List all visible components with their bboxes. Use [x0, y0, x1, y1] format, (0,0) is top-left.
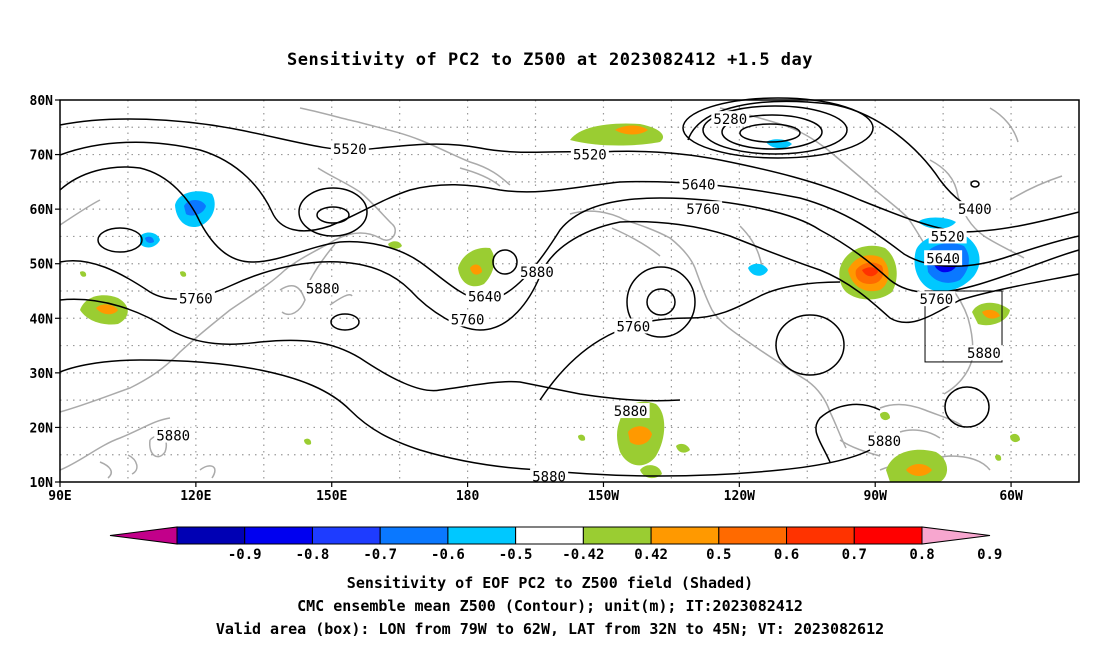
contour-label: 5760	[179, 292, 213, 308]
lon-tick-label: 60W	[999, 489, 1023, 504]
colorbar-box	[379, 526, 449, 545]
lat-tick-label: 30N	[30, 367, 54, 382]
contour-label-bg	[865, 433, 904, 449]
contour-label: 5880	[614, 404, 648, 420]
contour-label-bg	[330, 141, 369, 157]
coastlines	[59, 107, 1063, 479]
colorbar-box	[650, 526, 720, 545]
lat-tick-label: 20N	[30, 421, 54, 436]
grid-lines	[60, 100, 1079, 482]
colorbar-label: 0.9	[977, 547, 1002, 563]
lon-tick-label: 180	[456, 489, 480, 504]
contour-label-bg	[964, 345, 1003, 361]
contour-label: 5880	[867, 434, 901, 450]
contour-label-bg	[570, 146, 609, 162]
colorbar-box	[447, 526, 517, 545]
contour-label-bg	[154, 427, 193, 443]
colorbar-label: -0.8	[296, 547, 330, 563]
contour-label-bg	[530, 468, 569, 484]
footer-line-contour: CMC ensemble mean Z500 (Contour); unit(m…	[297, 597, 803, 615]
lat-tick-label: 80N	[30, 94, 54, 109]
contour-label: 5760	[451, 312, 485, 328]
valid-area-box	[924, 290, 1003, 363]
colorbar-label: 0.42	[634, 547, 668, 563]
contour-label: 5520	[931, 229, 965, 245]
colorbar-box	[582, 526, 652, 545]
lat-tick-label: 70N	[30, 149, 54, 164]
colorbar-label: -0.42	[562, 547, 604, 563]
colorbar-min-triangle	[109, 526, 178, 545]
contour-label-bg	[928, 228, 967, 244]
contour-label: 5760	[919, 292, 953, 308]
lat-tick-label: 50N	[30, 258, 54, 273]
lon-tick-label: 90W	[863, 489, 887, 504]
colorbar-box	[853, 526, 923, 545]
colorbar: -0.9 -0.8 -0.7 -0.6 -0.5 -0.42 0.42 0.5 0.6 0.7 0.…	[109, 526, 1002, 563]
colorbar-label: -0.5	[499, 547, 533, 563]
plot-frame	[59, 99, 1080, 483]
contour-label-bg	[465, 288, 504, 304]
contour-label: 5640	[926, 251, 960, 267]
contour-label: 5400	[958, 202, 992, 218]
footer-line-valid-area: Valid area (box): LON from 79W to 62W, L…	[215, 620, 885, 638]
contour-label: 5760	[616, 319, 650, 335]
latitude-tick-labels: 80N 70N 60N 50N 40N 30N 20N 10N	[30, 94, 60, 491]
contour-label: 5880	[156, 429, 190, 445]
lat-tick-label: 10N	[30, 476, 54, 491]
colorbar-max-triangle	[921, 526, 991, 545]
contour-label: 5880	[532, 470, 566, 486]
colorbar-box	[786, 526, 855, 545]
contour-label: 5520	[333, 142, 367, 158]
lon-tick-label: 150E	[316, 489, 347, 504]
colorbar-label: 0.7	[842, 547, 867, 563]
map-title: Sensitivity of PC2 to Z500 at 2023082412…	[286, 50, 813, 70]
contour-label: 5520	[573, 148, 607, 164]
colorbar-box	[515, 526, 584, 545]
contour-label-bg	[614, 318, 653, 334]
contour-label-bg	[517, 263, 556, 279]
colorbar-box	[718, 526, 788, 545]
colorbar-box	[244, 526, 313, 545]
longitude-tick-labels: 90E 120E 150E 180 150W 120W 90W 60W	[48, 482, 1023, 504]
contour-label: 5640	[682, 178, 716, 194]
lon-tick-label: 90E	[48, 489, 71, 504]
contour-label-bg	[955, 201, 994, 217]
colorbar-box	[176, 526, 246, 545]
colorbar-label: -0.6	[431, 547, 465, 563]
colorbar-label: 0.6	[774, 547, 799, 563]
z500-contours	[59, 97, 1080, 477]
contour-label: 5880	[306, 281, 340, 297]
contour-label-bg	[176, 290, 215, 306]
colorbar-box	[311, 526, 381, 545]
contour-label: 5280	[713, 112, 747, 128]
colorbar-label: 0.8	[909, 547, 934, 563]
colorbar-label: -0.9	[228, 547, 262, 563]
contour-label-bg	[924, 250, 963, 266]
lon-tick-label: 150W	[588, 489, 619, 504]
contour-label: 5880	[520, 265, 554, 281]
contour-label-bg	[448, 311, 487, 327]
contour-label-bg	[303, 280, 342, 296]
contour-label: 5640	[468, 289, 502, 305]
colorbar-label: 0.5	[706, 547, 731, 563]
contour-label-bg	[611, 403, 650, 419]
lon-tick-label: 120E	[180, 489, 211, 504]
footer-line-shaded: Sensitivity of EOF PC2 to Z500 field (Sh…	[346, 574, 754, 592]
contour-label-bg	[711, 111, 750, 127]
contour-label-bg	[684, 201, 723, 217]
contour-label: 5760	[686, 202, 720, 218]
contour-label-bg	[917, 291, 956, 307]
lat-tick-label: 60N	[30, 203, 54, 218]
lon-tick-label: 120W	[724, 489, 755, 504]
lat-tick-label: 40N	[30, 312, 54, 327]
contour-label-bg	[679, 176, 718, 192]
contour-labels: 5280 5520 5520 5640 5760 5400 5520 5640 5760 5880…	[154, 111, 1003, 486]
colorbar-label: -0.7	[363, 547, 397, 563]
contour-label: 5880	[967, 346, 1001, 362]
